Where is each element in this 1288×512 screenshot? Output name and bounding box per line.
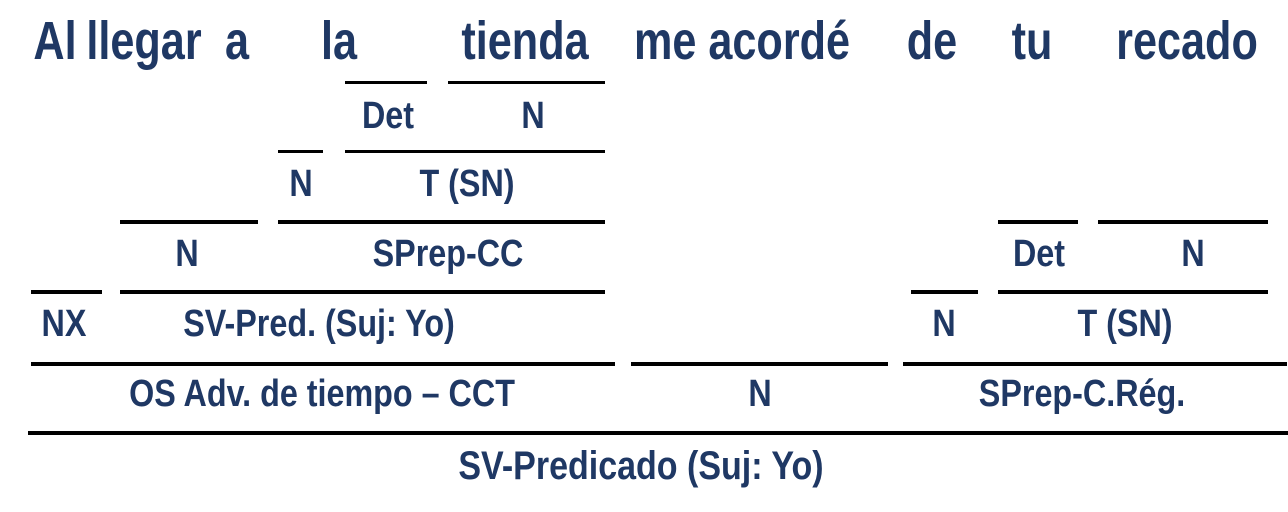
bracket-a xyxy=(278,150,323,153)
bracket-la-tienda xyxy=(345,150,605,153)
word-tu: tu xyxy=(1011,11,1053,71)
word-a: a xyxy=(224,11,250,71)
label-me-acorde-n: N xyxy=(748,373,772,415)
bracket-de-tu-recado xyxy=(903,362,1287,366)
word-me-acorde: me acordé xyxy=(633,11,851,71)
label-de-tu-recado-sprep-creg: SPrep-C.Rég. xyxy=(978,373,1186,415)
word-llegar: llegar xyxy=(86,11,202,71)
word-al: Al xyxy=(33,11,77,71)
label-de-n: N xyxy=(932,303,956,345)
label-full-sv-predicado: SV-Predicado (Suj: Yo) xyxy=(458,444,824,488)
bracket-me-acorde xyxy=(631,362,888,366)
label-llegar-n: N xyxy=(175,233,199,275)
word-tienda: tienda xyxy=(461,11,589,71)
word-la: la xyxy=(320,11,358,71)
word-de: de xyxy=(906,11,958,71)
label-sv-pred-suj-yo: SV-Pred. (Suj: Yo) xyxy=(183,303,455,345)
bracket-al-llegar-a-la-tienda xyxy=(31,362,615,366)
bracket-full-sentence xyxy=(28,431,1288,435)
label-tu-recado-t-sn: T (SN) xyxy=(1077,303,1173,345)
label-la-tienda-t-sn: T (SN) xyxy=(419,163,515,205)
label-la-det: Det xyxy=(361,95,415,137)
label-a-la-tienda-sprep-cc: SPrep-CC xyxy=(372,233,524,275)
label-al-nx: NX xyxy=(41,303,87,345)
underline-tienda xyxy=(448,81,605,84)
word-recado: recado xyxy=(1116,11,1258,71)
label-tu-det: Det xyxy=(1012,233,1066,275)
bracket-a-la-tienda xyxy=(278,220,605,224)
bracket-recado xyxy=(1098,220,1268,224)
label-os-adv-cct: OS Adv. de tiempo – CCT xyxy=(129,373,515,415)
bracket-al xyxy=(31,290,102,294)
label-tienda-n: N xyxy=(521,95,545,137)
bracket-llegar-a-la-tienda xyxy=(120,290,605,294)
bracket-de xyxy=(911,290,978,294)
bracket-tu-recado xyxy=(998,290,1268,294)
underline-la xyxy=(345,81,427,84)
label-recado-n: N xyxy=(1181,233,1205,275)
label-a-n: N xyxy=(289,163,313,205)
bracket-llegar xyxy=(120,220,258,224)
bracket-tu xyxy=(998,220,1078,224)
